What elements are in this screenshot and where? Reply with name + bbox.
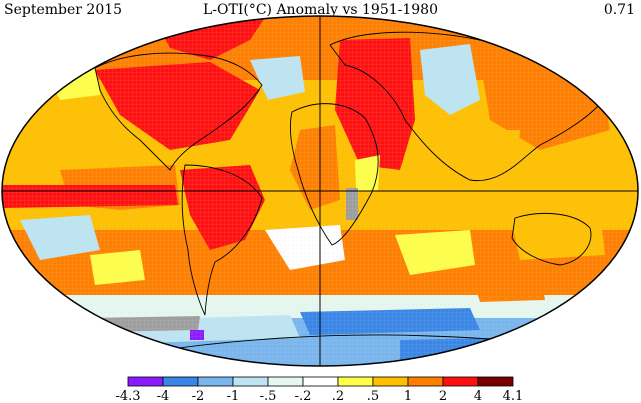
map-date-label: September 2015 [4,2,123,18]
globe-outline [1,15,639,367]
legend-color-boxes [127,376,514,387]
legend-label: 2 [439,389,447,403]
legend-swatch [337,376,374,387]
legend-swatch [127,376,164,387]
legend-label: .5 [367,389,379,403]
legend-label: 4.1 [503,389,524,403]
legend-label: -.2 [295,389,312,403]
coastlines [94,31,611,356]
legend-label: -4.3 [115,389,140,403]
legend-label: .2 [332,389,344,403]
map-title: L-OTI(°C) Anomaly vs 1951-1980 [202,2,438,18]
legend-swatch [477,376,514,387]
legend-swatch [302,376,339,387]
legend-label: -4 [157,389,170,403]
legend-label: 4 [474,389,482,403]
legend-swatch [197,376,234,387]
legend-label: -1 [227,389,240,403]
legend-swatch [372,376,409,387]
legend-swatch [442,376,479,387]
global-mean-value: 0.71 [603,2,635,18]
legend-labels: -4.3 -4 -2 -1 -.5 -.2 .2 .5 1 2 4 4.1 [115,389,523,403]
legend-label: 1 [404,389,412,403]
legend-swatch [267,376,304,387]
legend-label: -.5 [260,389,277,403]
legend-swatch [232,376,269,387]
legend-label: -2 [192,389,205,403]
legend-swatch [407,376,444,387]
legend-swatch [162,376,199,387]
